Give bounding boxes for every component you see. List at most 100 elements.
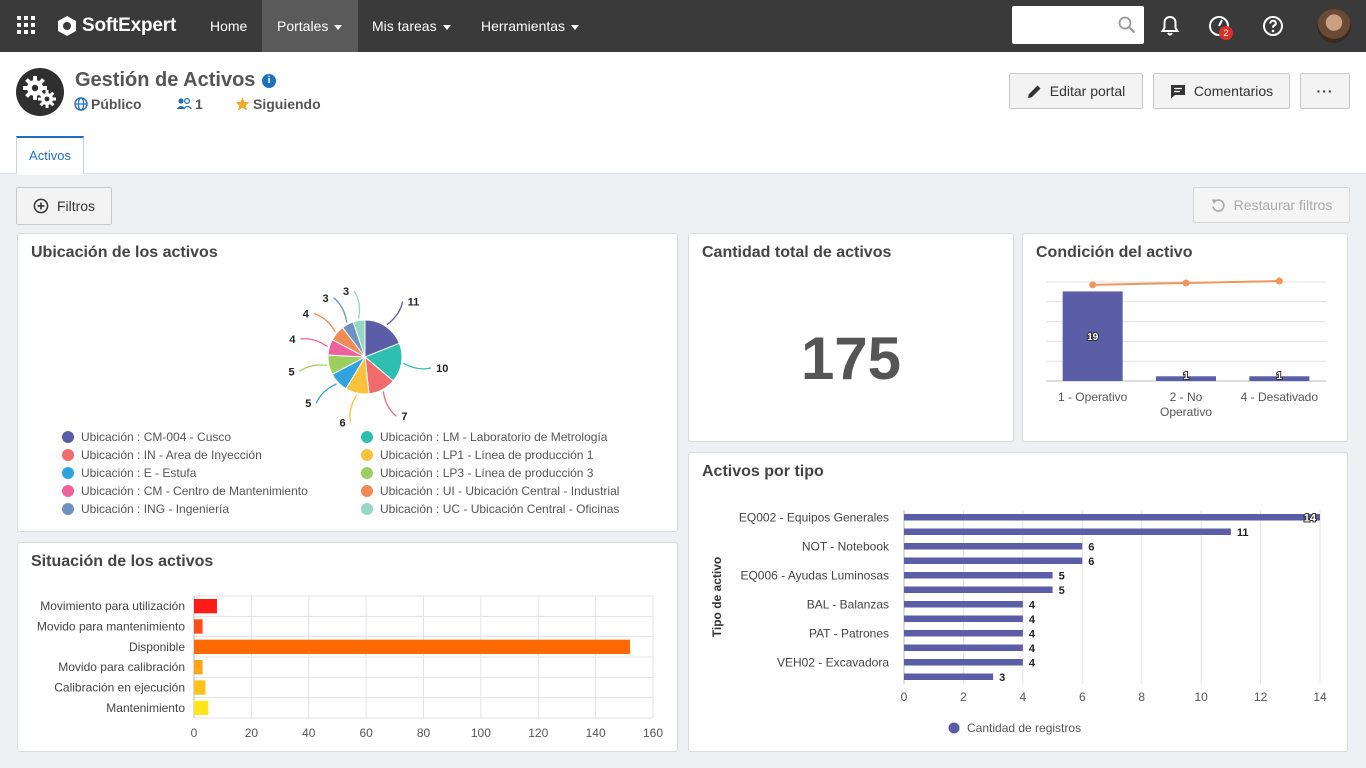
condition-data-label: 1 (1277, 371, 1283, 382)
status-tick-label: 160 (643, 726, 663, 740)
tab-activos[interactable]: Activos (16, 136, 84, 175)
info-icon[interactable]: i (262, 74, 276, 88)
help-icon[interactable] (1261, 14, 1285, 38)
type-data-label: 4 (1029, 628, 1036, 640)
comment-icon (1170, 84, 1185, 98)
legend-item[interactable]: Ubicación : IN - Area de Inyección (62, 448, 262, 462)
comments-button[interactable]: Comentarios (1153, 73, 1290, 109)
legend-item[interactable]: Ubicación : CM - Centro de Mantenimiento (62, 484, 308, 498)
legend-dot (62, 503, 74, 515)
legend-item[interactable]: Ubicación : LM - Laboratorio de Metrolog… (361, 430, 607, 444)
legend-dot (361, 503, 373, 515)
nav-home[interactable]: Home (195, 0, 262, 52)
legend-label: Ubicación : LP3 - Línea de producción 3 (380, 466, 594, 480)
type-category-label: VEH02 - Excavadora (777, 655, 889, 669)
type-tick-label: 10 (1194, 690, 1208, 704)
portal-header: Gestión de Activos i Público 1 Siguiendo… (0, 52, 1366, 175)
type-tick-label: 6 (1079, 690, 1086, 704)
type-data-label: 5 (1059, 570, 1065, 582)
legend-item[interactable]: Ubicación : LP3 - Línea de producción 3 (361, 466, 593, 480)
status-category-label: Movido para mantenimiento (37, 620, 185, 634)
undo-icon (1211, 198, 1225, 212)
type-data-label: 4 (1029, 599, 1036, 611)
condition-title: Condición del activo (1036, 244, 1193, 261)
legend-item[interactable]: Ubicación : E - Estufa (62, 466, 196, 480)
pie-data-label: 3 (322, 293, 328, 305)
status-bar (194, 680, 206, 695)
search-input[interactable] (1018, 6, 1118, 42)
global-search (1012, 6, 1144, 44)
filters-button[interactable]: Filtros (16, 187, 112, 225)
type-bar (904, 673, 994, 680)
location-title: Ubicación de los activos (31, 244, 218, 261)
more-options-button[interactable]: ··· (1300, 73, 1350, 109)
type-data-label: 11 (1237, 527, 1249, 539)
pie-connector (353, 290, 361, 319)
type-tick-label: 8 (1138, 690, 1145, 704)
pie-data-label: 6 (339, 417, 345, 429)
legend-dot (62, 485, 74, 497)
nav-portales[interactable]: Portales (262, 0, 358, 52)
type-category-label: BAL - Balanzas (807, 597, 889, 611)
edit-portal-label: Editar portal (1049, 83, 1126, 99)
user-avatar[interactable] (1317, 9, 1351, 43)
nav-mis-tareas-label: Mis tareas (372, 18, 437, 34)
total-assets-title: Cantidad total de activos (702, 244, 892, 261)
members-count: 1 (195, 96, 203, 112)
status-category-label: Mantenimiento (106, 701, 185, 715)
status-tick-label: 120 (528, 726, 548, 740)
status-tick-label: 140 (586, 726, 606, 740)
condition-bar (1062, 291, 1123, 381)
restore-filters-label: Restaurar filtros (1233, 197, 1333, 213)
total-assets-value: 175 (800, 325, 902, 392)
legend-item[interactable]: Ubicación : CM-004 - Cusco (62, 430, 231, 444)
condition-trend-point (1275, 277, 1283, 285)
comments-label: Comentarios (1193, 83, 1274, 99)
legend-item[interactable]: Ubicación : UI - Ubicación Central - Ind… (361, 484, 619, 498)
legend-dot (361, 485, 373, 497)
bell-icon[interactable] (1158, 14, 1182, 38)
caret-down-icon (442, 24, 451, 30)
members-indicator[interactable]: 1 (176, 96, 203, 112)
type-bar (904, 557, 1083, 564)
total-assets-widget: Cantidad total de activos 175 (688, 233, 1014, 442)
nav-herramientas[interactable]: Herramientas (466, 0, 594, 52)
condition-data-label: 1 (1183, 371, 1189, 382)
gears-icon (23, 76, 56, 108)
apps-grid-icon[interactable] (17, 16, 35, 34)
legend-label: Ubicación : CM - Centro de Mantenimiento (81, 484, 308, 498)
following-indicator[interactable]: Siguiendo (235, 96, 321, 112)
globe-icon (74, 97, 88, 111)
brand-logo[interactable]: SoftExpert (56, 13, 176, 39)
legend-dot (62, 431, 74, 443)
edit-portal-button[interactable]: Editar portal (1009, 73, 1143, 109)
type-legend-dot (948, 722, 960, 734)
type-bar (904, 572, 1053, 579)
status-bar-chart: 0 20 40 60 80 100 120 140 160 Movimiento para uti… (37, 595, 663, 740)
legend-item[interactable]: Ubicación : UC - Ubicación Central - Ofi… (361, 502, 619, 516)
status-category-label: Movido para calibración (58, 660, 185, 674)
type-widget: Activos por tipo 0 2 4 6 8 10 12 14 14 EQ002 - Eq… (688, 452, 1348, 752)
pie-slice (364, 319, 401, 358)
nav-mis-tareas[interactable]: Mis tareas (357, 0, 466, 52)
visibility-indicator: Público (74, 96, 142, 112)
legend-item[interactable]: Ubicación : ING - Ingeniería (62, 502, 229, 516)
portal-logo (16, 68, 64, 116)
legend-item[interactable]: Ubicación : LP1 - Línea de producción 1 (361, 448, 593, 462)
nav-herramientas-label: Herramientas (481, 18, 566, 34)
type-data-label: 4 (1029, 643, 1036, 655)
brand-logo-icon (58, 16, 76, 36)
legend-label: Ubicación : E - Estufa (81, 466, 197, 480)
status-bar (194, 599, 217, 614)
pie-data-label: 5 (305, 398, 311, 410)
search-icon[interactable] (1118, 16, 1136, 34)
legend-label: Ubicación : ING - Ingeniería (81, 502, 230, 516)
type-data-label: 5 (1059, 585, 1065, 597)
pie-data-label: 3 (343, 286, 349, 298)
type-bar-chart: 0 2 4 6 8 10 12 14 14 EQ002 - Equipos Generales 11… (710, 510, 1327, 735)
restore-filters-button[interactable]: Restaurar filtros (1193, 187, 1350, 223)
status-category-label: Movimiento para utilización (40, 599, 185, 613)
pie-connector (333, 297, 348, 323)
type-data-label: 14 (1304, 512, 1317, 524)
legend-label: Ubicación : UI - Ubicación Central - Ind… (380, 484, 620, 498)
